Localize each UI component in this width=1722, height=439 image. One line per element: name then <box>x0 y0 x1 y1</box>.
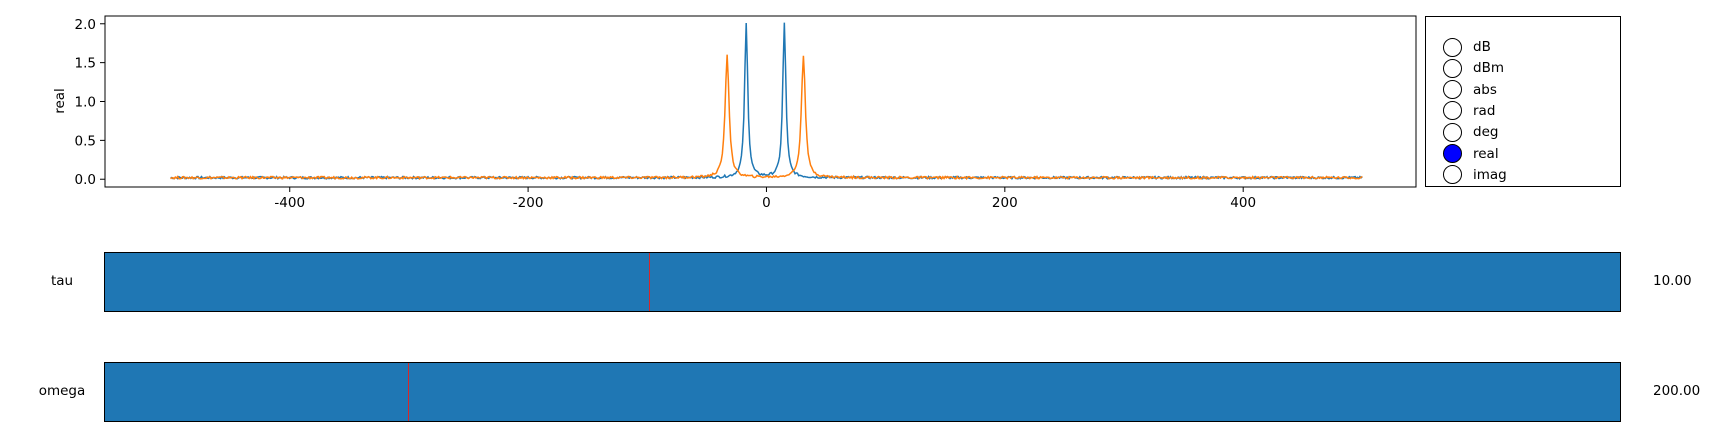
radio-circle[interactable] <box>1443 144 1462 163</box>
radio-label: real <box>1473 145 1499 162</box>
series-group <box>170 22 1363 181</box>
radio-label: rad <box>1473 102 1496 119</box>
radio-option-real[interactable]: real <box>1443 144 1499 164</box>
y-tick-label: 1.5 <box>75 56 96 72</box>
radio-option-dBm[interactable]: dBm <box>1443 58 1504 78</box>
x-tick-label: 400 <box>1230 195 1256 211</box>
radio-option-rad[interactable]: rad <box>1443 101 1495 121</box>
radio-panel: dB dBm abs rad deg real imag <box>1425 16 1621 187</box>
radio-label: abs <box>1473 81 1497 98</box>
slider-label-omega: omega <box>38 383 86 399</box>
radio-circle[interactable] <box>1443 58 1462 78</box>
radio-option-abs[interactable]: abs <box>1443 80 1497 100</box>
radio-option-imag[interactable]: imag <box>1443 165 1507 185</box>
radio-circle[interactable] <box>1443 101 1462 121</box>
y-tick-label: 0.0 <box>75 172 96 188</box>
y-tick-label: 0.5 <box>75 133 96 149</box>
y-tick-label: 1.0 <box>75 95 96 111</box>
y-axis-label: real <box>52 88 68 114</box>
x-tick-label: -400 <box>274 195 305 211</box>
radio-circle[interactable] <box>1443 165 1462 185</box>
series-line-1 <box>170 54 1363 181</box>
radio-label: dBm <box>1473 60 1504 77</box>
radio-circle[interactable] <box>1443 80 1462 100</box>
radio-circle[interactable] <box>1443 122 1462 142</box>
slider-value-omega: 200.00 <box>1653 383 1701 399</box>
x-axis: -400 -200 0 200 400 <box>274 187 1256 211</box>
y-tick-label: 2.0 <box>75 17 96 33</box>
x-tick-label: 200 <box>992 195 1018 211</box>
radio-circle[interactable] <box>1443 37 1462 57</box>
axes-background <box>105 16 1416 187</box>
slider-omega[interactable] <box>104 362 1621 422</box>
y-axis: 0.0 0.5 1.0 1.5 2.0 <box>75 17 105 188</box>
slider-label-tau: tau <box>50 273 74 289</box>
slider-handle-tau[interactable] <box>648 253 650 311</box>
slider-value-tau: 10.00 <box>1653 273 1692 289</box>
x-tick-label: 0 <box>762 195 771 211</box>
radio-label: dB <box>1473 39 1491 55</box>
slider-tau[interactable] <box>104 252 1621 312</box>
slider-handle-omega[interactable] <box>408 363 409 421</box>
plot-area: -400 -200 0 200 400 0.0 0.5 1.0 1.5 2.0 real <box>52 15 1417 211</box>
radio-option-dB[interactable]: dB <box>1443 37 1491 57</box>
x-tick-label: -200 <box>513 195 544 211</box>
radio-label: deg <box>1473 124 1499 141</box>
radio-label: imag <box>1473 166 1507 183</box>
radio-option-deg[interactable]: deg <box>1443 122 1498 142</box>
